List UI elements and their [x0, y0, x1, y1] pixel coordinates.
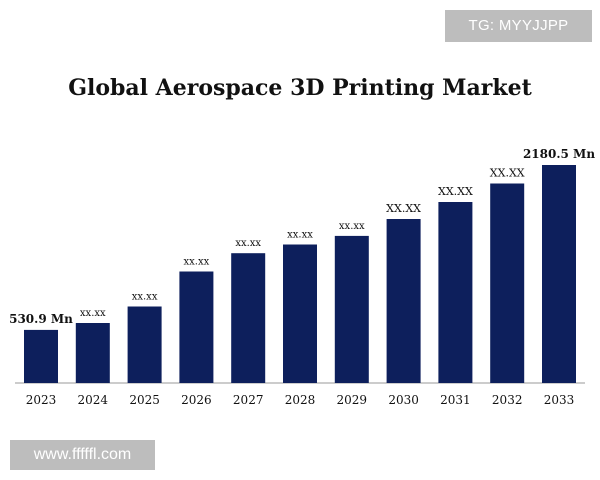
- bar-2026: [179, 271, 214, 383]
- chart-title: Global Aerospace 3D Printing Market: [68, 75, 532, 101]
- watermark-top: TG: MYYJJPP: [445, 10, 592, 42]
- data-label-2033: 2180.5 Mn: [523, 147, 595, 161]
- data-label-2025: xx.xx: [132, 292, 158, 303]
- x-tick-label-2023: 2023: [26, 393, 57, 407]
- bar-2030: [386, 219, 421, 383]
- x-tick-label-2026: 2026: [181, 393, 212, 407]
- x-tick-label-2028: 2028: [285, 393, 316, 407]
- data-label-2031: XX.XX: [438, 185, 473, 198]
- data-label-2024: xx.xx: [80, 308, 106, 319]
- x-tick-label-2029: 2029: [337, 393, 368, 407]
- bar-2033: [542, 165, 576, 383]
- bar-2028: [283, 244, 317, 383]
- bar-2025: [127, 306, 162, 383]
- data-label-2026: xx.xx: [184, 257, 210, 268]
- bar-2031: [438, 202, 473, 383]
- x-tick-label-2030: 2030: [388, 393, 419, 407]
- data-label-2030: XX.XX: [386, 202, 421, 215]
- x-tick-label-2033: 2033: [544, 393, 575, 407]
- x-tick-label-2027: 2027: [233, 393, 264, 407]
- data-label-2023: 530.9 Mn: [9, 312, 73, 326]
- bar-2023: [24, 329, 58, 383]
- data-label-2032: XX.XX: [490, 167, 525, 180]
- x-tick-labels-group: 2023 2024 2025 2026 2027 2028 2029 2030 2031 2032…: [26, 393, 575, 407]
- data-label-2028: xx.xx: [287, 230, 313, 241]
- x-tick-label-2032: 2032: [492, 393, 523, 407]
- data-label-2029: xx.xx: [339, 221, 365, 232]
- x-tick-label-2025: 2025: [129, 393, 160, 407]
- watermark-bottom: www.fffffl.com: [10, 440, 155, 470]
- data-label-2027: xx.xx: [235, 238, 261, 249]
- bar-2029: [334, 235, 369, 383]
- x-tick-label-2031: 2031: [440, 393, 471, 407]
- bars-group: [24, 165, 576, 383]
- bar-2032: [490, 183, 525, 383]
- x-tick-label-2024: 2024: [78, 393, 109, 407]
- data-labels-group: 530.9 Mn xx.xx xx.xx xx.xx xx.xx xx.xx xx.xx XX…: [9, 147, 595, 326]
- bar-2027: [231, 253, 266, 383]
- bar-2024: [75, 323, 110, 383]
